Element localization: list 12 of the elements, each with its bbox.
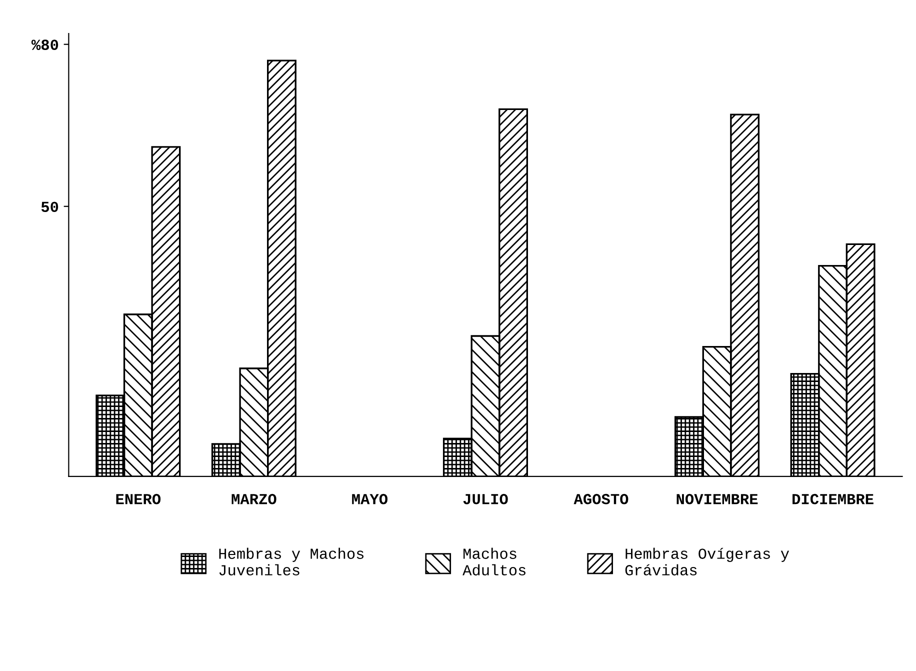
x-tick-label: NOVIEMBRE <box>676 494 758 504</box>
y-tick-label: 50 <box>41 202 58 212</box>
legend-label: Hembras Ovígeras y Grávidas <box>625 548 790 576</box>
x-tick-label: MARZO <box>232 494 276 504</box>
x-tick-label: ENERO <box>116 494 161 504</box>
legend-label: Machos Adultos <box>462 548 526 576</box>
x-tick-label: AGOSTO <box>574 494 628 504</box>
legend-label: Hembras y Machos Juveniles <box>219 548 364 576</box>
y-tick-label: %80 <box>31 40 58 50</box>
x-tick-label: MAYO <box>352 494 388 504</box>
x-tick-label: DICIEMBRE <box>792 494 874 504</box>
x-tick-label: JULIO <box>463 494 508 504</box>
